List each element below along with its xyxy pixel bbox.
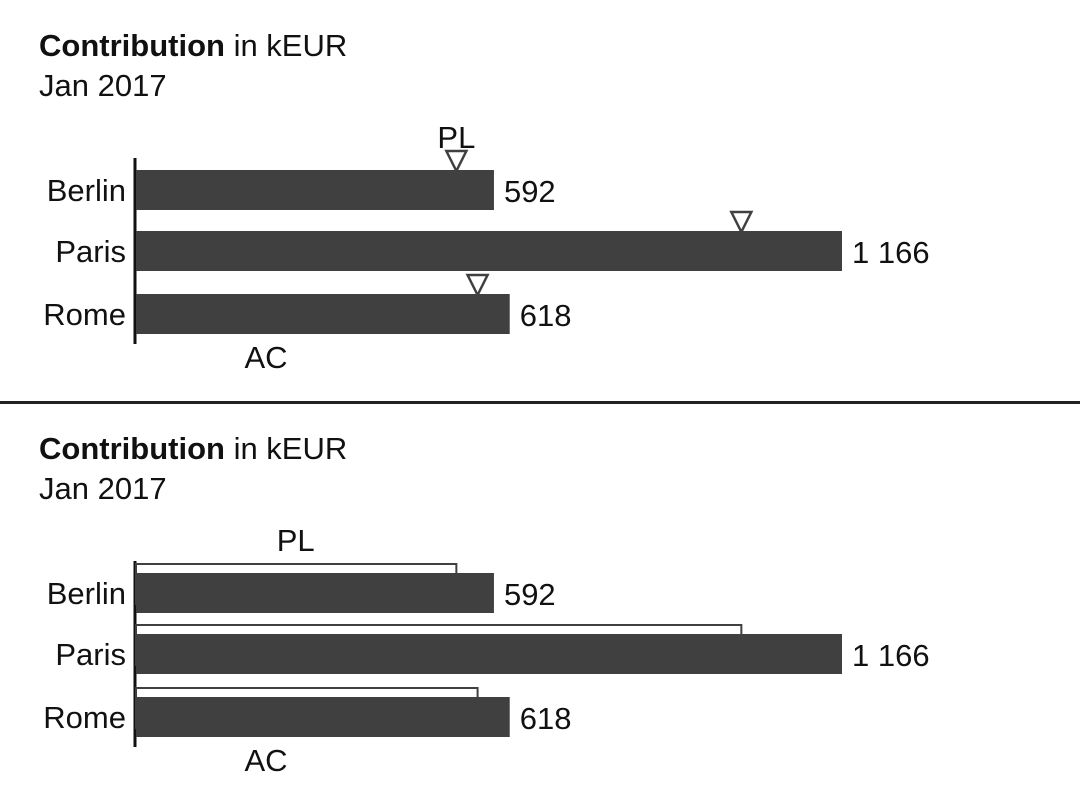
bar-ac-paris <box>136 231 842 271</box>
category-label: Paris <box>55 234 126 269</box>
chart-title-rest: in kEUR <box>224 431 348 466</box>
bar-ac-paris <box>136 634 842 674</box>
data-label: 1 166 <box>852 235 930 270</box>
data-label: 1 166 <box>852 638 930 673</box>
category-label: Paris <box>55 637 126 672</box>
data-label: 618 <box>520 298 572 333</box>
data-label: 592 <box>504 577 556 612</box>
bar-ac-berlin <box>136 573 494 613</box>
chart-subtitle: Jan 2017 <box>39 471 167 506</box>
bar-chart: Berlin 592 Paris 1 166 Rome 618 PL AC <box>43 523 930 778</box>
chart-title-bold: Contribution <box>39 431 225 466</box>
category-label: Rome <box>43 297 126 332</box>
chart-title: Contribution in kEUR <box>39 431 347 467</box>
chart-panel-2: Contribution in kEUR Jan 2017 Berlin 592 P… <box>0 403 1080 803</box>
category-label: Rome <box>43 700 126 735</box>
chart-subtitle: Jan 2017 <box>39 68 167 103</box>
panel-divider <box>0 401 1080 404</box>
bar-ac-rome <box>136 294 510 334</box>
data-label: 618 <box>520 701 572 736</box>
bar-chart: Berlin 592 Paris 1 166 Rome 618 PL AC <box>43 120 930 375</box>
legend-label-pl: PL <box>277 523 315 558</box>
legend-label-pl: PL <box>437 120 475 155</box>
chart-title-rest: in kEUR <box>224 28 348 63</box>
pl-marker-paris <box>729 210 754 235</box>
chart-title-bold: Contribution <box>39 28 225 63</box>
pl-marker-rome <box>465 273 490 298</box>
category-label: Berlin <box>47 173 126 208</box>
bar-ac-rome <box>136 697 510 737</box>
chart-title: Contribution in kEUR <box>39 28 347 64</box>
legend-label-ac: AC <box>244 743 287 778</box>
category-label: Berlin <box>47 576 126 611</box>
chart-panel-1: Contribution in kEUR Jan 2017 Berlin 592 P… <box>0 0 1080 400</box>
pl-marker-berlin <box>444 149 469 174</box>
bar-ac-berlin <box>136 170 494 210</box>
data-label: 592 <box>504 174 556 209</box>
legend-label-ac: AC <box>244 340 287 375</box>
